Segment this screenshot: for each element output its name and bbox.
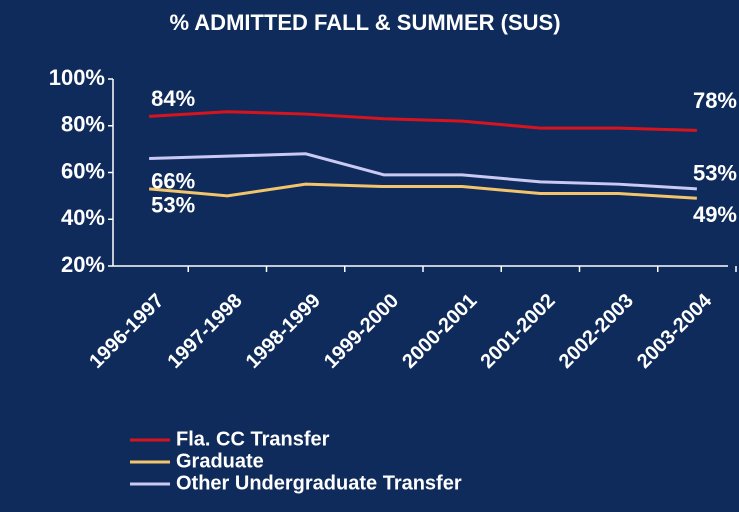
series-line bbox=[149, 152, 697, 191]
data-label: 84% bbox=[151, 86, 195, 111]
data-label: 53% bbox=[693, 161, 737, 186]
data-label: 49% bbox=[693, 202, 737, 227]
y-tick-label: 40% bbox=[61, 205, 105, 230]
chart-title: % ADMITTED FALL & SUMMER (SUS) bbox=[169, 10, 560, 35]
legend-label: Other Undergraduate Transfer bbox=[176, 472, 462, 494]
y-tick-label: 80% bbox=[61, 112, 105, 137]
series-line bbox=[149, 110, 697, 132]
legend-label: Graduate bbox=[176, 450, 264, 472]
data-label: 66% bbox=[151, 168, 195, 193]
data-label: 53% bbox=[151, 193, 195, 218]
y-tick-label: 100% bbox=[49, 65, 105, 90]
data-label: 78% bbox=[693, 88, 737, 113]
y-tick-label: 20% bbox=[61, 252, 105, 277]
series-line bbox=[148, 182, 697, 200]
y-tick-label: 60% bbox=[61, 158, 105, 183]
legend-label: Fla. CC Transfer bbox=[176, 428, 330, 450]
